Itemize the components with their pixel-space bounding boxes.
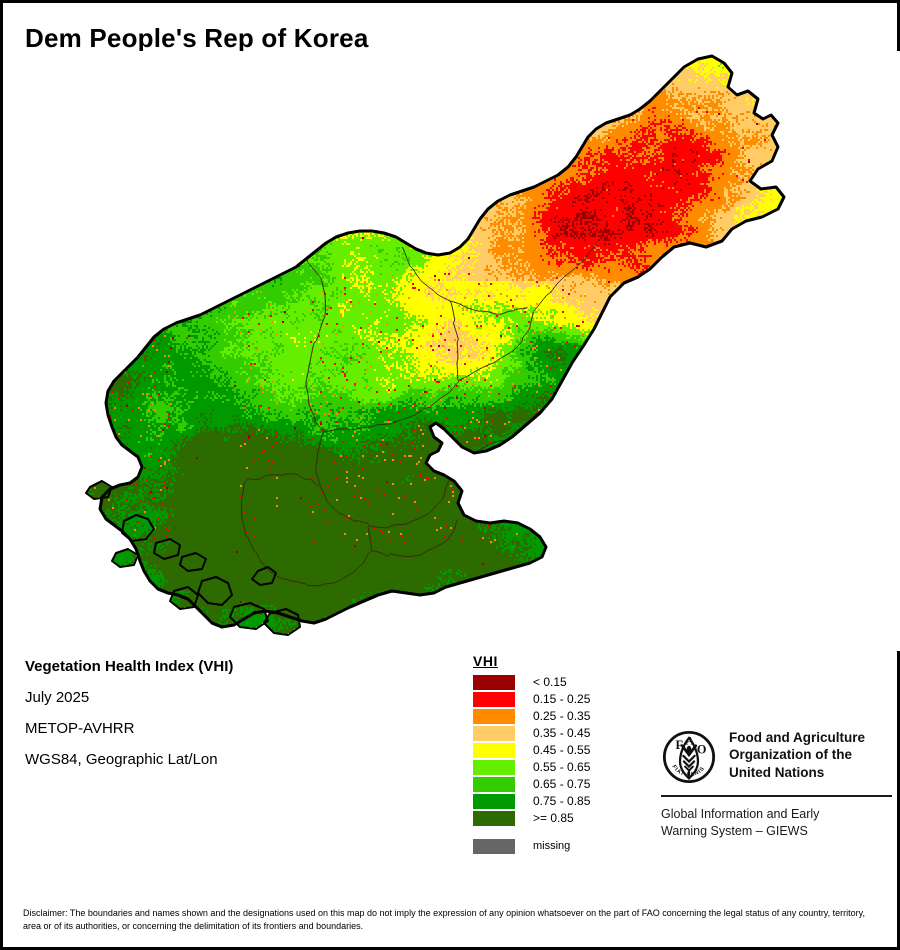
- info-line-period: July 2025: [25, 689, 90, 706]
- legend-item-missing: missing: [473, 838, 590, 854]
- svg-text:O: O: [697, 743, 707, 757]
- vhi-raster-map: [6, 51, 900, 651]
- svg-text:A: A: [686, 735, 695, 748]
- info-line-sensor: METOP-AVHRR: [25, 720, 135, 737]
- legend-swatch-icon: [473, 810, 515, 826]
- map-legend: VHI < 0.15 0.15 - 0.25 0.25 - 0.35 0.35 …: [473, 653, 590, 855]
- legend-item: 0.75 - 0.85: [473, 793, 590, 809]
- legend-label: 0.35 - 0.45: [533, 726, 591, 740]
- giews-line-2: Warning System – GIEWS: [661, 823, 808, 838]
- info-line-variable: Vegetation Health Index (VHI): [25, 658, 234, 675]
- fao-org-line-3: United Nations: [729, 764, 825, 780]
- fao-branding-block: F A O FIAT PANIS Food and Agriculture Or…: [661, 729, 893, 839]
- legend-item: 0.55 - 0.65: [473, 759, 590, 775]
- legend-item: 0.35 - 0.45: [473, 725, 590, 741]
- legend-label: 0.75 - 0.85: [533, 794, 591, 808]
- legend-swatch-icon: [473, 742, 515, 758]
- legend-item: 0.65 - 0.75: [473, 776, 590, 792]
- legend-title: VHI: [473, 653, 498, 669]
- map-panel: [6, 51, 900, 651]
- fao-org-name: Food and Agriculture Organization of the…: [729, 729, 865, 781]
- legend-swatch-icon: [473, 725, 515, 741]
- legend-swatch-icon: [473, 674, 515, 690]
- legend-label: 0.45 - 0.55: [533, 743, 591, 757]
- legend-label: 0.55 - 0.65: [533, 760, 591, 774]
- legend-label: 0.25 - 0.35: [533, 709, 591, 723]
- giews-name: Global Information and Early Warning Sys…: [661, 806, 893, 839]
- legend-item: >= 0.85: [473, 810, 590, 826]
- legend-label: 0.65 - 0.75: [533, 777, 591, 791]
- legend-item: 0.25 - 0.35: [473, 708, 590, 724]
- legend-swatch-icon: [473, 776, 515, 792]
- map-info-block: Vegetation Health Index (VHI) July 2025 …: [25, 658, 233, 782]
- fao-org-line-1: Food and Agriculture: [729, 730, 865, 745]
- legend-item: 0.45 - 0.55: [473, 742, 590, 758]
- legend-swatch-icon: [473, 691, 515, 707]
- legend-swatch-missing-icon: [473, 838, 515, 854]
- svg-text:F: F: [676, 738, 684, 752]
- page-title: Dem People's Rep of Korea: [25, 23, 369, 53]
- giews-line-1: Global Information and Early: [661, 807, 820, 821]
- fao-org-line-2: Organization of the: [729, 747, 852, 763]
- legend-swatch-icon: [473, 759, 515, 775]
- legend-item: < 0.15: [473, 674, 590, 690]
- fao-divider: [661, 795, 892, 797]
- info-line-projection: WGS84, Geographic Lat/Lon: [25, 751, 218, 768]
- legend-label: 0.15 - 0.25: [533, 692, 591, 706]
- legend-swatch-icon: [473, 793, 515, 809]
- legend-label: >= 0.85: [533, 811, 574, 825]
- legend-label-missing: missing: [533, 840, 571, 852]
- legend-label: < 0.15: [533, 675, 567, 689]
- legend-item: 0.15 - 0.25: [473, 691, 590, 707]
- disclaimer-text: Disclaimer: The boundaries and names sho…: [23, 908, 865, 932]
- fao-wheat-emblem-icon: F A O FIAT PANIS: [662, 730, 716, 784]
- legend-swatch-icon: [473, 708, 515, 724]
